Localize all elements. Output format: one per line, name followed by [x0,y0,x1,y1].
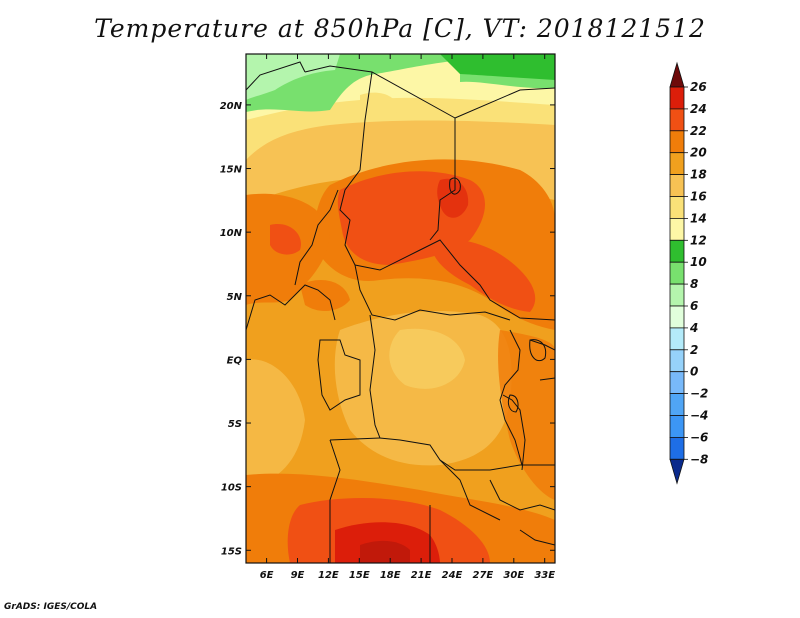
colorbar-label: 10 [690,255,707,269]
lat-tick-label: 15N [220,165,243,176]
colorbar-box [669,130,685,154]
lon-tick-label: 18E [380,570,401,581]
colorbar-label: −4 [690,409,708,423]
colorbar-label: 24 [690,102,707,116]
colorbar-box [669,283,685,307]
colorbar-box [669,305,685,329]
colorbar-label: −8 [690,452,708,466]
colorbar-box [669,415,685,438]
lon-tick-label: 6E [260,570,274,581]
lat-tick-label: 5N [227,292,243,303]
credit-text: GrADS: IGES/COLA [4,602,98,612]
colorbar-box [669,371,685,395]
country-borders [246,61,555,563]
latitude-axis: 20N 15N 10N 5N EQ 5S 10S 15S [220,101,555,557]
colorbar-box [669,217,685,241]
temperature-field [246,54,555,563]
longitude-axis: 6E 9E 12E 15E 18E 21E 24E 27E 30E 33E [260,54,555,581]
colorbar-label: 8 [690,277,698,291]
colorbar-label: 2 [690,343,698,357]
colorbar-box [669,239,685,263]
colorbar-arrow-bottom [669,458,685,485]
chart-title: Temperature at 850hPa [C], VT: 201812151… [94,14,706,43]
colorbar-label: 18 [690,168,707,182]
lon-tick-label: 33E [534,570,555,581]
lon-tick-label: 27E [473,570,494,581]
lon-tick-label: 15E [349,570,370,581]
lat-tick-label: 10N [220,228,243,239]
colorbar-box [669,393,685,416]
colorbar-box [669,261,685,285]
colorbar-box [669,86,685,110]
colorbar-label: 12 [690,233,707,247]
colorbar-box [669,196,685,219]
colorbar-label: −6 [690,430,708,444]
lat-tick-label: 15S [221,546,242,557]
lat-tick-label: 20N [220,101,243,112]
colorbar-box [669,152,685,175]
colorbar-label: 20 [690,146,707,160]
lon-tick-label: 30E [503,570,524,581]
colorbar-label: 6 [690,299,698,313]
colorbar-label: 16 [690,190,707,204]
map-frame [245,53,556,564]
colorbar-label: 22 [690,124,707,138]
colorbar-arrow-top [669,61,685,88]
colorbar-box [669,349,685,373]
lon-tick-label: 21E [411,570,432,581]
colorbar-box [669,108,685,132]
colorbar-label: 14 [690,211,707,225]
colorbar-box [669,327,685,351]
colorbar-label: 4 [689,321,698,335]
lat-tick-label: 5S [228,419,242,430]
colorbar-label: 0 [690,365,698,379]
lon-tick-label: 9E [291,570,305,581]
colorbar-box [669,174,685,197]
colorbar-box [669,436,685,460]
lat-tick-label: EQ [227,355,243,366]
lon-tick-label: 12E [318,570,339,581]
lon-tick-label: 24E [442,570,463,581]
colorbar-label: 26 [690,80,707,94]
colorbar-label: −2 [690,387,708,401]
lat-tick-label: 10S [221,483,242,494]
